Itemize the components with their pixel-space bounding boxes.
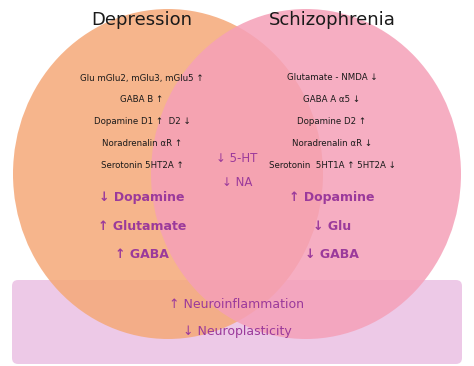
- Text: ↑ Neuroinflammation: ↑ Neuroinflammation: [170, 298, 304, 310]
- Text: Schizophrenia: Schizophrenia: [269, 11, 395, 29]
- Text: ↓ NA: ↓ NA: [222, 176, 252, 188]
- Text: ↓ Neuroplasticity: ↓ Neuroplasticity: [182, 325, 292, 339]
- Ellipse shape: [13, 9, 323, 339]
- Text: Noradrenalin αR ↓: Noradrenalin αR ↓: [292, 139, 372, 149]
- Text: ↑ GABA: ↑ GABA: [115, 247, 169, 261]
- Text: Dopamine D1 ↑  D2 ↓: Dopamine D1 ↑ D2 ↓: [94, 117, 191, 127]
- FancyBboxPatch shape: [12, 280, 462, 364]
- Text: Glu mGlu2, mGlu3, mGlu5 ↑: Glu mGlu2, mGlu3, mGlu5 ↑: [80, 74, 204, 82]
- Text: ↑ Glutamate: ↑ Glutamate: [98, 220, 186, 232]
- Text: Dopamine D2 ↑: Dopamine D2 ↑: [298, 117, 366, 127]
- Text: ↑ Dopamine: ↑ Dopamine: [289, 191, 375, 205]
- Text: Glutamate - NMDA ↓: Glutamate - NMDA ↓: [287, 74, 377, 82]
- Text: GABA A α5 ↓: GABA A α5 ↓: [303, 96, 361, 105]
- Text: ↓ Glu: ↓ Glu: [313, 220, 351, 232]
- Text: Depression: Depression: [91, 11, 192, 29]
- Text: ↓ Dopamine: ↓ Dopamine: [99, 191, 185, 205]
- Text: Serotonin 5HT2A ↑: Serotonin 5HT2A ↑: [100, 161, 183, 171]
- Ellipse shape: [151, 9, 461, 339]
- Text: ↓ GABA: ↓ GABA: [305, 247, 359, 261]
- Text: Serotonin  5HT1A ↑ 5HT2A ↓: Serotonin 5HT1A ↑ 5HT2A ↓: [269, 161, 395, 171]
- Text: ↓ 5-HT: ↓ 5-HT: [216, 152, 258, 164]
- Text: Noradrenalin αR ↑: Noradrenalin αR ↑: [102, 139, 182, 149]
- Text: GABA B ↑: GABA B ↑: [120, 96, 164, 105]
